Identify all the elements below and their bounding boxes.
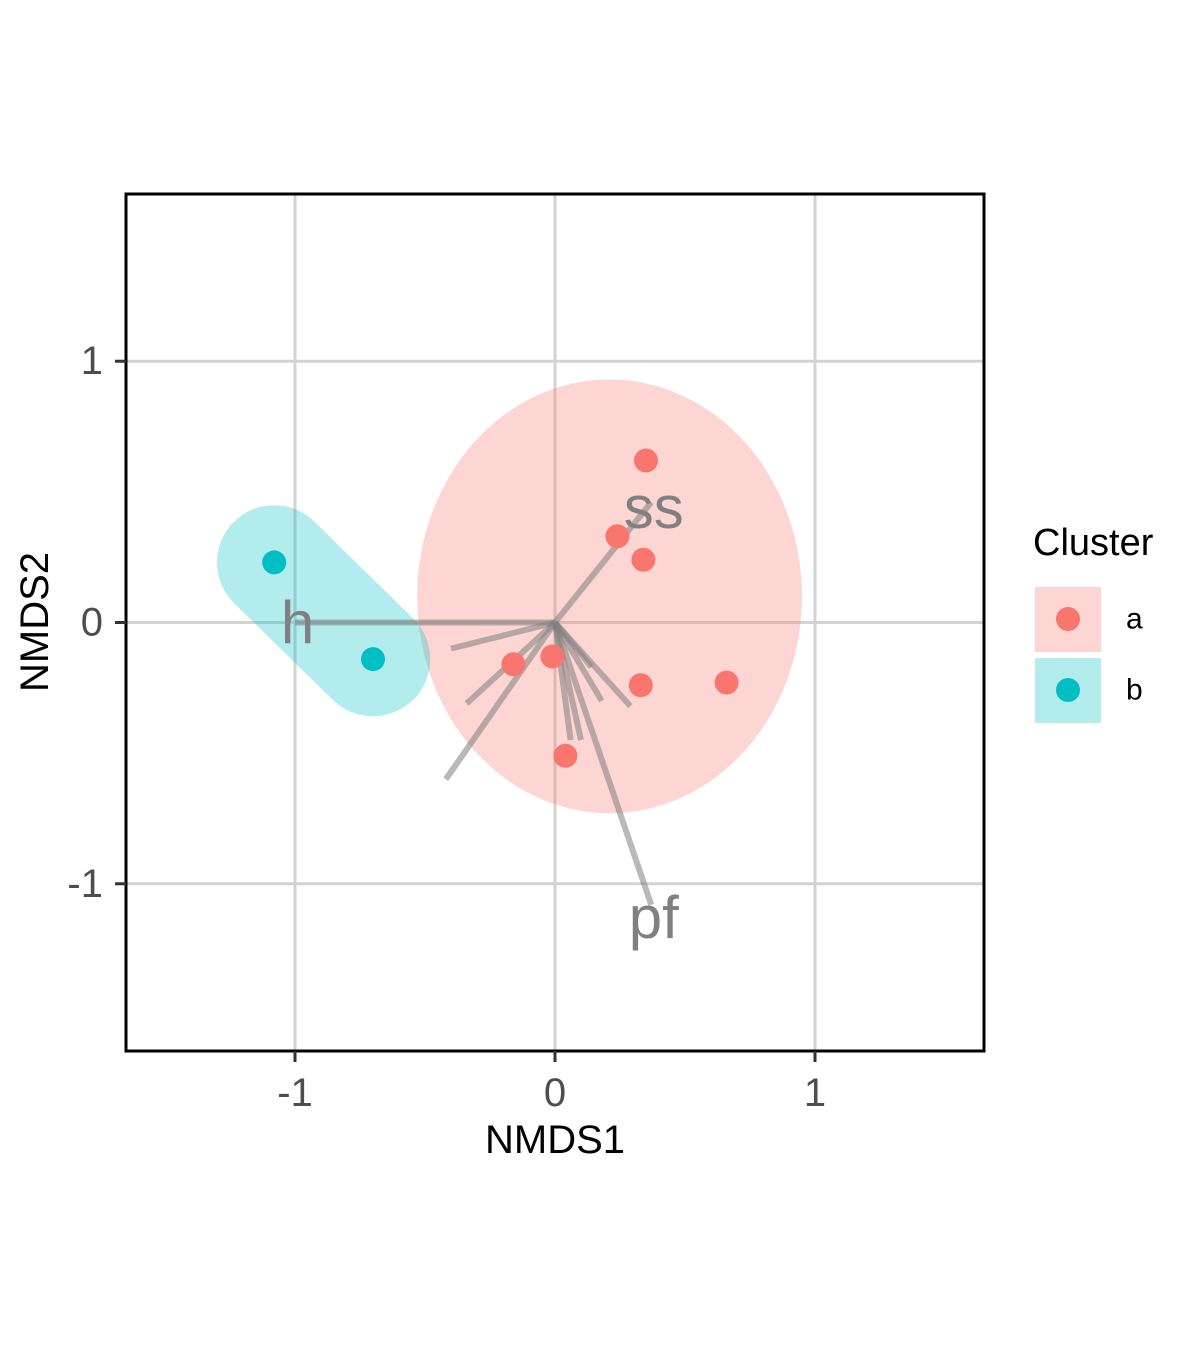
point-a-0: [634, 448, 658, 473]
x-tick-label-0: -1: [277, 1071, 313, 1115]
legend-dot-b: [1056, 678, 1080, 702]
legend: Cluster a b: [1033, 522, 1154, 723]
point-a-2: [631, 547, 656, 572]
vector-line-9: [552, 620, 594, 669]
point-a-3: [501, 652, 526, 677]
vector-label-ss: ss: [624, 474, 684, 541]
point-a-5: [628, 673, 653, 698]
point-a-7: [553, 743, 578, 768]
env-vectors: [295, 500, 655, 906]
y-tick-label-0: -1: [67, 862, 103, 906]
point-a-6: [714, 670, 739, 695]
legend-label-a: a: [1126, 603, 1143, 636]
legend-title: Cluster: [1033, 522, 1154, 564]
vector-labels: h ss pf: [281, 474, 684, 951]
point-b-1: [361, 647, 385, 672]
point-a-1: [605, 524, 630, 549]
cluster-a-ellipse: [417, 379, 802, 814]
y-axis-ticks: -1 0 1: [67, 339, 126, 906]
vector-line-1: [552, 500, 654, 625]
x-axis-ticks: -1 0 1: [277, 1051, 826, 1115]
y-axis-title: NMDS2: [13, 552, 57, 692]
cluster-b-hull: [217, 505, 431, 717]
vector-line-5: [443, 620, 558, 781]
vector-line-10: [552, 622, 574, 741]
vector-line-3: [450, 619, 556, 652]
data-points: [262, 448, 739, 768]
vector-line-2: [552, 621, 655, 906]
x-axis-title: NMDS1: [485, 1118, 625, 1162]
vector-label-pf: pf: [629, 884, 679, 951]
x-tick-label-1: 0: [544, 1071, 566, 1115]
legend-dot-a: [1056, 607, 1080, 631]
y-tick-label-2: 1: [81, 339, 103, 383]
y-tick-label-1: 0: [81, 601, 103, 645]
legend-label-b: b: [1126, 674, 1143, 707]
point-b-0: [262, 550, 287, 575]
point-a-4: [540, 644, 565, 669]
x-tick-label-2: 1: [804, 1071, 826, 1115]
cluster-hulls: [217, 379, 802, 814]
vector-label-h: h: [281, 589, 314, 656]
